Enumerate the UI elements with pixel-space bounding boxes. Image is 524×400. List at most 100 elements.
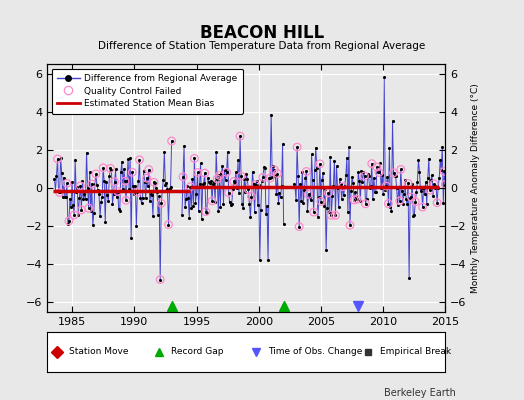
Point xyxy=(157,200,166,206)
Point xyxy=(324,190,332,196)
Point xyxy=(435,175,443,182)
Point xyxy=(99,165,107,171)
Point xyxy=(211,198,220,205)
Point xyxy=(356,198,365,204)
Point xyxy=(167,184,175,190)
Point xyxy=(50,175,59,182)
Point xyxy=(316,161,324,167)
Point xyxy=(259,174,267,180)
Point xyxy=(121,178,129,184)
Point xyxy=(58,170,66,176)
Point xyxy=(361,173,369,179)
Point xyxy=(386,204,395,210)
Point xyxy=(114,188,122,195)
Point xyxy=(145,166,153,173)
Point xyxy=(178,212,186,218)
Point xyxy=(239,205,247,212)
Point xyxy=(236,133,244,139)
Point xyxy=(187,205,195,212)
Point xyxy=(325,209,333,215)
Point xyxy=(328,193,336,200)
Legend: Difference from Regional Average, Quality Control Failed, Estimated Station Mean: Difference from Regional Average, Qualit… xyxy=(52,68,243,114)
Point xyxy=(190,155,199,162)
Point xyxy=(304,191,313,198)
Point xyxy=(319,170,327,176)
Point xyxy=(318,176,326,183)
Point xyxy=(182,196,190,202)
Point xyxy=(434,184,442,191)
Point xyxy=(399,200,407,207)
Point xyxy=(423,175,432,181)
Point xyxy=(158,188,167,194)
Point xyxy=(357,168,366,174)
Point xyxy=(196,160,205,166)
Point xyxy=(250,208,259,215)
Point xyxy=(167,138,176,144)
Point xyxy=(292,197,300,204)
Point xyxy=(133,189,141,195)
Point xyxy=(98,194,106,200)
Point xyxy=(193,169,202,176)
Point xyxy=(333,185,342,191)
Point xyxy=(274,200,282,206)
Point xyxy=(67,204,75,210)
Point xyxy=(70,212,78,218)
Point xyxy=(191,200,200,206)
Point xyxy=(222,169,231,176)
Point xyxy=(72,189,80,196)
Point xyxy=(68,179,76,185)
Point xyxy=(84,205,93,211)
Point xyxy=(303,208,312,214)
Point xyxy=(231,180,239,186)
Point xyxy=(206,180,214,186)
Point xyxy=(430,180,438,187)
Point xyxy=(248,168,257,175)
Point xyxy=(344,208,352,215)
Point xyxy=(112,166,120,172)
Point xyxy=(441,181,450,188)
Point xyxy=(396,198,404,204)
Point xyxy=(238,201,246,208)
Point xyxy=(362,201,370,207)
Point xyxy=(299,200,308,206)
Point xyxy=(419,185,428,192)
Point xyxy=(128,169,136,176)
Point xyxy=(249,181,258,187)
Y-axis label: Monthly Temperature Anomaly Difference (°C): Monthly Temperature Anomaly Difference (… xyxy=(471,83,480,293)
Point xyxy=(209,180,217,187)
Point xyxy=(366,182,375,189)
Point xyxy=(295,224,303,230)
Point xyxy=(139,167,148,174)
Point xyxy=(309,177,317,184)
Point xyxy=(308,151,316,158)
Point xyxy=(56,189,64,196)
Point xyxy=(189,202,198,209)
Point xyxy=(334,204,343,210)
Point xyxy=(293,144,301,150)
Point xyxy=(390,173,399,179)
Point xyxy=(255,182,263,188)
Point xyxy=(152,185,160,191)
Point xyxy=(384,200,392,207)
Point xyxy=(265,175,274,181)
Point xyxy=(202,208,210,215)
Point xyxy=(106,165,115,172)
Point xyxy=(83,185,92,192)
Point xyxy=(127,235,135,241)
Point xyxy=(326,154,334,160)
Point xyxy=(264,257,272,264)
Point xyxy=(377,184,385,191)
Point xyxy=(407,194,416,200)
Point xyxy=(268,174,276,180)
Point xyxy=(430,180,438,187)
Point xyxy=(398,188,406,194)
Point xyxy=(114,188,122,195)
Point xyxy=(225,199,234,206)
Point xyxy=(243,176,252,182)
Point xyxy=(150,179,158,186)
Point xyxy=(217,170,225,176)
Point xyxy=(382,183,390,189)
Point xyxy=(272,191,280,197)
Point xyxy=(137,200,146,207)
Point xyxy=(335,176,344,182)
